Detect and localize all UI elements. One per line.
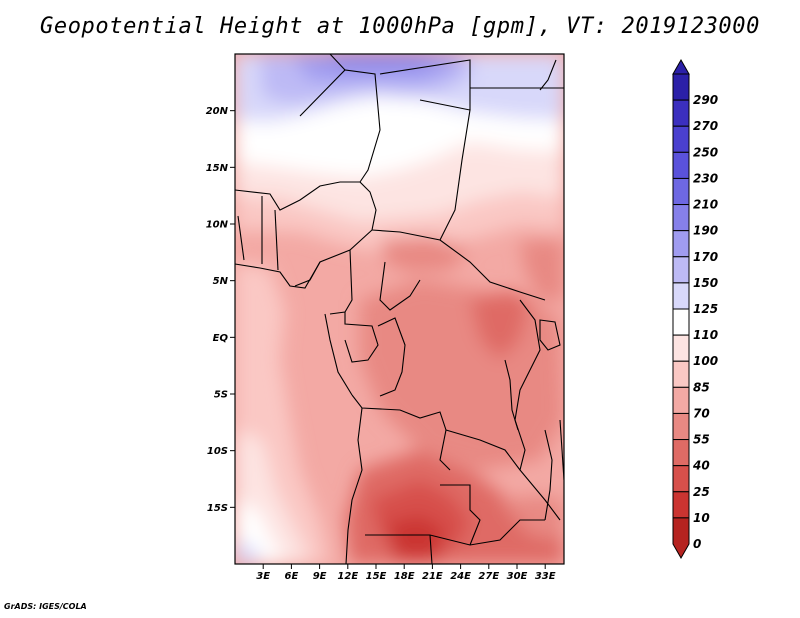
colorbar-swatch <box>672 256 690 284</box>
colorbar-swatch <box>672 517 690 560</box>
colorbar-label: 85 <box>693 380 710 394</box>
colorbar-label: 125 <box>693 302 718 316</box>
lon-tick-label: 21E <box>422 571 443 582</box>
colorbar-label: 110 <box>693 328 718 342</box>
colorbar-label: 10 <box>693 511 710 525</box>
lat-tick-label: EQ <box>213 333 229 344</box>
lon-tick-label: 3E <box>256 571 270 582</box>
map-frame <box>234 53 565 565</box>
lat-tick-label: 15N <box>206 163 229 174</box>
colorbar-swatch <box>672 151 690 179</box>
lon-tick-label: 12E <box>337 571 358 582</box>
colorbar-label: 210 <box>693 198 718 212</box>
lat-tick-label: 10S <box>207 446 228 457</box>
height-field <box>235 54 564 564</box>
colorbar-swatch <box>672 73 690 101</box>
colorbar-swatch <box>672 204 690 232</box>
map-title: Geopotential Height at 1000hPa [gpm], VT… <box>40 14 760 39</box>
lon-tick-label: 27E <box>478 571 499 582</box>
colorbar-swatch <box>672 99 690 127</box>
colorbar-label: 0 <box>693 537 701 551</box>
lon-tick-label: 33E <box>535 571 556 582</box>
colorbar-swatch <box>672 282 690 310</box>
colorbar: 2902702502302101901701501251101008570554… <box>672 58 718 560</box>
lat-tick-label: 20N <box>206 106 229 117</box>
colorbar-swatch <box>672 230 690 258</box>
colorbar-swatch <box>672 386 690 414</box>
lon-tick-label: 30E <box>507 571 528 582</box>
colorbar-label: 170 <box>693 250 718 264</box>
colorbar-label: 270 <box>693 119 718 133</box>
colorbar-swatch <box>672 360 690 388</box>
colorbar-swatch <box>672 412 690 441</box>
colorbar-label: 250 <box>693 145 718 159</box>
lat-tick-label: 5S <box>214 390 228 401</box>
colorbar-label: 25 <box>693 485 710 499</box>
lat-tick-label: 10N <box>206 220 229 231</box>
colorbar-top-arrow <box>672 58 690 75</box>
colorbar-label: 290 <box>693 93 718 107</box>
software-credit: GrADS: IGES/COLA <box>4 602 87 611</box>
colorbar-swatch <box>672 439 690 467</box>
lon-tick-label: 18E <box>394 571 415 582</box>
colorbar-swatch <box>672 308 690 336</box>
colorbar-label: 55 <box>693 433 710 447</box>
lon-tick-label: 15E <box>366 571 387 582</box>
colorbar-label: 70 <box>693 406 710 420</box>
lon-tick-label: 24E <box>450 571 471 582</box>
colorbar-swatch <box>672 125 690 153</box>
lon-tick-label: 6E <box>285 571 299 582</box>
colorbar-swatch <box>672 177 690 206</box>
country-borders <box>235 54 564 564</box>
lat-tick-label: 5N <box>213 276 229 287</box>
latitude-axis: 20N 15N 10N 5N EQ 5S 10S 15S <box>206 106 235 514</box>
longitude-axis: 3E 6E 9E 12E 15E 18E 21E 24E 27E 30E 33E <box>256 564 556 582</box>
colorbar-label: 190 <box>693 224 718 238</box>
lat-tick-label: 15S <box>207 503 228 514</box>
colorbar-label: 40 <box>692 459 710 473</box>
colorbar-swatch <box>672 334 690 362</box>
colorbar-label: 150 <box>693 276 718 290</box>
colorbar-label: 100 <box>693 354 718 368</box>
colorbar-swatch <box>672 491 690 519</box>
colorbar-swatch <box>672 465 690 493</box>
colorbar-label: 230 <box>693 171 718 185</box>
lon-tick-label: 9E <box>313 571 327 582</box>
